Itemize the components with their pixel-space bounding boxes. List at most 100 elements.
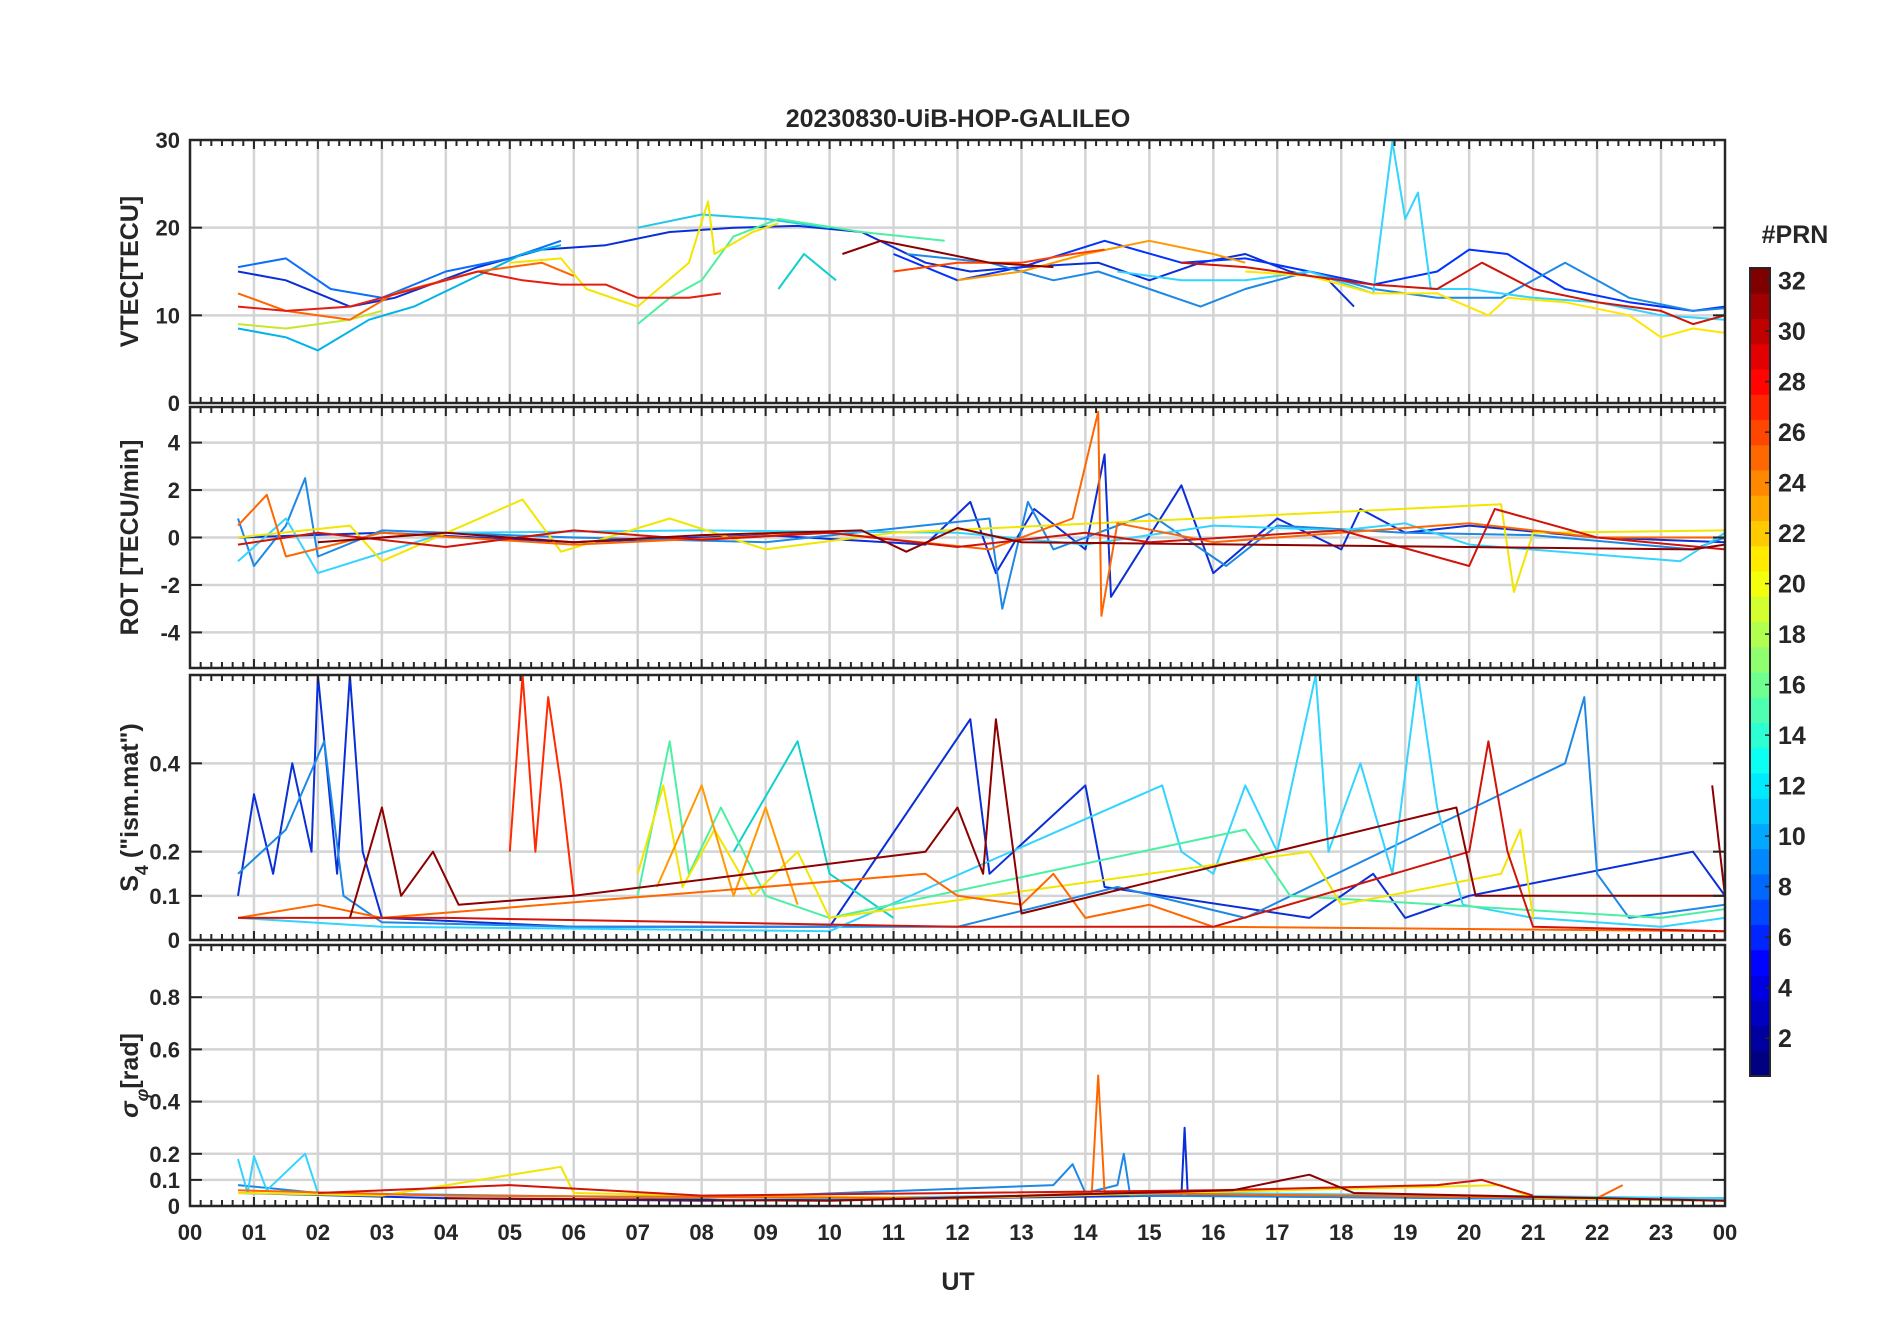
series-line-s4-9 xyxy=(508,675,575,896)
y-tick-label: 4 xyxy=(168,431,181,456)
colorbar-tick-label: 26 xyxy=(1778,419,1806,447)
y-tick-label: 0.6 xyxy=(149,1037,180,1062)
x-tick-label: 12 xyxy=(945,1220,969,1245)
y-axis-label-sub: φ xyxy=(132,1088,152,1101)
colorbar-segment xyxy=(1750,924,1770,951)
series-line-vtec-15 xyxy=(893,248,1105,273)
series-line-vtec-18 xyxy=(842,239,1054,269)
panel-vtec: 0 10 20 30 VTEC[TECU] xyxy=(116,128,1727,416)
y-tick-label: 0.8 xyxy=(149,985,180,1010)
series-line-s4-6 xyxy=(636,784,1535,919)
colorbar-tick-label: 20 xyxy=(1778,571,1806,599)
y-axis-label-main: S xyxy=(116,875,144,892)
colorbar-segment xyxy=(1750,975,1770,1001)
x-tick-label: 17 xyxy=(1265,1220,1289,1245)
y-tick-label: 0 xyxy=(168,391,180,416)
x-tick-label: 02 xyxy=(306,1220,330,1245)
panel-frame xyxy=(188,138,1727,405)
series-line-vtec-17 xyxy=(1181,261,1725,326)
x-tick-label: 14 xyxy=(1073,1220,1098,1245)
colorbar-segment xyxy=(1750,1000,1770,1026)
colorbar-tick-label: 16 xyxy=(1778,672,1806,700)
colorbar-segment xyxy=(1750,823,1770,850)
y-axis-label: σφ[rad] xyxy=(116,1033,152,1118)
colorbar-segment xyxy=(1750,798,1770,824)
colorbar-segment xyxy=(1750,949,1770,976)
series-group xyxy=(237,410,1725,617)
colorbar-segment xyxy=(1750,419,1770,446)
colorbar-segment xyxy=(1750,293,1770,319)
series-line-s4-10 xyxy=(238,740,1725,933)
series-group xyxy=(237,675,1725,933)
x-tick-label: 20 xyxy=(1457,1220,1481,1245)
y-tick-label: 0.2 xyxy=(149,840,180,865)
y-tick-label: 30 xyxy=(156,128,180,153)
series-line-sigma_phi-5 xyxy=(237,1074,1624,1200)
x-axis-label: UT xyxy=(941,1268,974,1296)
colorbar-segment xyxy=(1750,318,1770,345)
series-line-rot-5 xyxy=(237,410,1725,617)
x-tick-label: 10 xyxy=(817,1220,841,1245)
series-line-rot-6 xyxy=(237,508,1725,567)
x-tick-label: 04 xyxy=(434,1220,459,1245)
x-tick-label: 05 xyxy=(498,1220,522,1245)
y-tick-label: 0 xyxy=(168,1194,180,1219)
x-tick-label: 01 xyxy=(242,1220,266,1245)
x-tick-label: 15 xyxy=(1137,1220,1161,1245)
series-line-s4-2 xyxy=(237,696,1725,928)
y-tick-label: 0 xyxy=(168,526,180,551)
series-line-vtec-13 xyxy=(957,239,1246,282)
colorbar-tick-label: 30 xyxy=(1778,318,1806,346)
y-tick-label: 20 xyxy=(156,216,180,241)
x-tick-label: 11 xyxy=(882,1220,905,1245)
series-line-s4-7 xyxy=(655,784,799,906)
x-tick-label: 13 xyxy=(1009,1220,1033,1245)
panel-sigma_phi: 00.10.2 0.4 0.6 0.8 σφ[rad] xyxy=(116,943,1727,1219)
panel-s4: 00.10.20.4S4 ("ism.mat") xyxy=(116,673,1727,953)
x-tick-label: 22 xyxy=(1585,1220,1609,1245)
colorbar-tick-label: 24 xyxy=(1778,470,1806,498)
colorbar-segment xyxy=(1750,747,1770,774)
x-tick-label: 06 xyxy=(562,1220,586,1245)
colorbar-segment xyxy=(1750,697,1770,723)
colorbar-segment xyxy=(1750,672,1770,698)
colorbar-tick-label: 28 xyxy=(1778,369,1806,397)
colorbar-segment xyxy=(1750,571,1770,597)
y-tick-label: 0.2 xyxy=(149,1142,180,1167)
colorbar-segment xyxy=(1750,470,1770,496)
colorbar-tick-label: 14 xyxy=(1778,722,1806,750)
chart-title: 20230830-UiB-HOP-GALILEO xyxy=(786,105,1131,133)
colorbar-segment xyxy=(1750,899,1770,925)
series-line-vtec-6 xyxy=(637,213,830,229)
series-line-vtec-5 xyxy=(237,244,562,352)
colorbar-tick-label: 22 xyxy=(1778,520,1806,548)
series-line-s4-8 xyxy=(237,872,1725,933)
y-tick-label: -4 xyxy=(160,620,180,645)
colorbar-segment xyxy=(1750,1050,1770,1077)
y-axis-label-main: σ xyxy=(116,1100,144,1118)
y-tick-label: 0.1 xyxy=(149,884,180,909)
y-axis-label: ROT [TECU/min] xyxy=(116,440,144,636)
series-line-sigma_phi-6 xyxy=(317,1178,1534,1197)
colorbar-segment xyxy=(1750,369,1770,395)
colorbar-segment xyxy=(1750,268,1770,294)
series-line-rot-2 xyxy=(237,477,1725,610)
x-tick-label: 16 xyxy=(1201,1220,1225,1245)
colorbar-segment xyxy=(1750,874,1770,900)
series-line-s4-11 xyxy=(348,718,1725,919)
colorbar-segment xyxy=(1750,596,1770,622)
x-axis: 00 01 02 03 04 05 06 07 08 09 10 11 12 13 14 15 16 17 18 19… xyxy=(178,1220,1737,1245)
series-line-s4-4 xyxy=(732,740,895,919)
colorbar-tick-label: 4 xyxy=(1778,975,1792,1003)
series-group xyxy=(237,1074,1725,1202)
colorbar-segment xyxy=(1750,545,1770,572)
panel-rot: -4 -2 0 2 4 ROT [TECU/min] xyxy=(116,405,1727,670)
y-tick-label: 10 xyxy=(156,303,180,328)
series-group xyxy=(237,140,1725,352)
y-axis-label: S4 ("ism.mat") xyxy=(116,723,152,892)
colorbar-segment xyxy=(1750,394,1770,420)
colorbar-segment xyxy=(1750,1025,1770,1052)
colorbar-segment xyxy=(1750,722,1770,749)
